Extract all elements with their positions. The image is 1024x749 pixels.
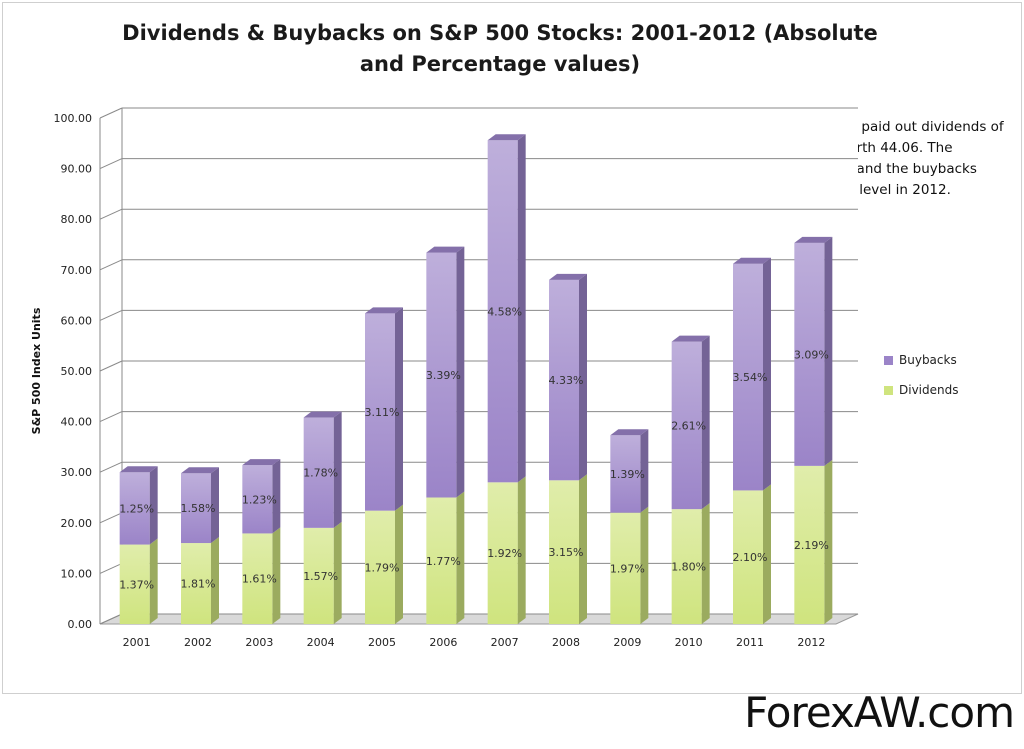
legend-item-buybacks: Buybacks [884, 350, 958, 370]
chart-legend: Buybacks Dividends [884, 350, 958, 410]
legend-swatch-dividends [884, 385, 893, 395]
chart-title: Dividends & Buybacks on S&P 500 Stocks: … [122, 21, 878, 76]
chart-annotation: In 2012, the S&P 500 companies paid out … [636, 119, 1004, 198]
legend-label-dividends: Dividends [899, 383, 959, 397]
legend-swatch-buybacks [884, 355, 893, 365]
watermark: ForexAW.com [744, 688, 1015, 737]
legend-item-dividends: Dividends [884, 380, 958, 400]
chart-frame [2, 2, 1022, 694]
legend-label-buybacks: Buybacks [899, 353, 957, 367]
